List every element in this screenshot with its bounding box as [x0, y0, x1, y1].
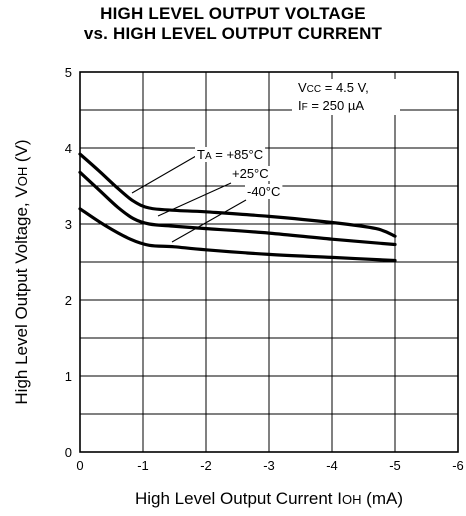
series-label-minus40c: -40°C: [247, 184, 280, 199]
label-85-bg: [195, 147, 266, 162]
x-axis-label-unit: (mA): [361, 489, 403, 508]
x-tick-labels: 0 -1 -2 -3 -4 -5 -6: [76, 458, 463, 473]
y-tick-label: 1: [65, 369, 72, 384]
y-tick-label: 5: [65, 65, 72, 80]
series-curves: [78, 152, 397, 263]
condition-vcc: VCC = 4.5 V,: [298, 80, 369, 95]
chart-title-line-1: HIGH LEVEL OUTPUT VOLTAGE: [100, 4, 366, 23]
label-25-bg: [230, 166, 271, 181]
leader-minus40c: [171, 199, 247, 243]
cond-if-rest: = 250 µA: [308, 98, 365, 113]
label-m40-bg: [245, 184, 283, 199]
label-leaders: [131, 155, 247, 243]
x-axis-label-sub: OH: [342, 492, 362, 507]
y-tick-label: 2: [65, 293, 72, 308]
x-tick-label: -3: [263, 458, 275, 473]
grid-lines: [80, 72, 458, 452]
y-axis-label-unit: (V): [12, 139, 31, 166]
curve-25c: [78, 170, 397, 247]
x-tick-label: -5: [389, 458, 401, 473]
cond-vcc-main: V: [298, 80, 307, 95]
x-axis-label: High Level Output Current IOH (mA): [135, 489, 403, 508]
curve-85c: [78, 152, 397, 238]
leader-85c: [131, 155, 197, 194]
x-tick-label: -6: [452, 458, 464, 473]
y-tick-labels: 0 1 2 3 4 5: [65, 65, 72, 460]
y-axis-label-sub: OH: [15, 167, 30, 187]
label-85-sub: A: [205, 151, 212, 162]
y-axis-label: High Level Output Voltage, VOH (V): [12, 139, 31, 404]
y-tick-label: 3: [65, 217, 72, 232]
cond-if-main: I: [298, 98, 302, 113]
y-tick-label: 4: [65, 141, 72, 156]
x-tick-label: -1: [137, 458, 149, 473]
conditions-box-bg: [292, 79, 400, 115]
series-label-85c: TA = +85°C: [197, 147, 263, 162]
x-axis-label-main: High Level Output Current I: [135, 489, 342, 508]
label-85-main: T: [197, 147, 205, 162]
leader-25c: [157, 182, 232, 217]
condition-if: IF = 250 µA: [298, 98, 364, 113]
y-axis-label-main: High Level Output Voltage, V: [12, 186, 31, 405]
y-tick-label: 0: [65, 445, 72, 460]
series-label-25c: +25°C: [232, 166, 269, 181]
cond-vcc-sub: CC: [307, 84, 321, 95]
x-tick-label: -4: [326, 458, 338, 473]
plot-frame: [79, 71, 459, 453]
cond-vcc-rest: = 4.5 V,: [321, 80, 369, 95]
x-tick-label: 0: [76, 458, 83, 473]
curve-minus40c: [78, 207, 397, 263]
label-85-rest: = +85°C: [212, 147, 263, 162]
x-tick-label: -2: [200, 458, 212, 473]
chart-title-line-2: vs. HIGH LEVEL OUTPUT CURRENT: [83, 24, 383, 43]
cond-if-sub: F: [302, 102, 308, 113]
